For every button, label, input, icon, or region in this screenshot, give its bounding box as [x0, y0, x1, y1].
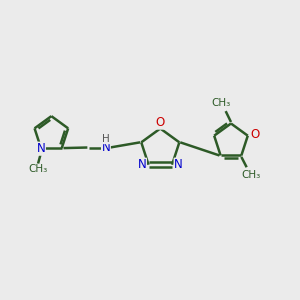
Text: O: O — [156, 116, 165, 129]
Text: N: N — [138, 158, 146, 171]
Text: N: N — [37, 142, 45, 155]
Text: CH₃: CH₃ — [212, 98, 231, 108]
Text: CH₃: CH₃ — [242, 170, 261, 180]
Text: CH₃: CH₃ — [28, 164, 48, 174]
Text: N: N — [101, 141, 110, 154]
Text: N: N — [174, 158, 183, 171]
Text: O: O — [250, 128, 260, 141]
Text: H: H — [102, 134, 110, 144]
